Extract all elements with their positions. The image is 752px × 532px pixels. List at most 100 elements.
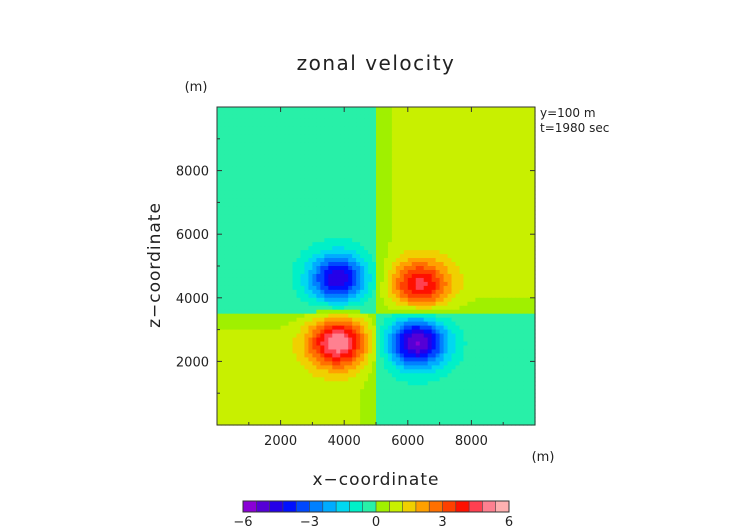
heatmap-cell [455, 230, 461, 235]
heatmap-cell [280, 214, 286, 219]
heatmap-cell [391, 190, 397, 196]
heatmap-cell [427, 289, 433, 295]
heatmap-cell [491, 110, 496, 116]
heatmap-cell [236, 118, 242, 124]
heatmap-cell [419, 154, 425, 160]
heatmap-cell [491, 349, 496, 355]
heatmap-cell [527, 269, 532, 275]
heatmap-cell [292, 293, 298, 299]
heatmap-cell [491, 130, 496, 136]
heatmap-cell [499, 269, 504, 275]
heatmap-cell [411, 238, 417, 243]
heatmap-cell [447, 122, 453, 128]
heatmap-cell [252, 281, 258, 287]
heatmap-cell [284, 345, 290, 351]
heatmap-cell [487, 210, 492, 215]
heatmap-cell [364, 301, 369, 307]
heatmap-cell [360, 166, 365, 172]
heatmap-cell [332, 134, 337, 140]
heatmap-cell [344, 329, 349, 335]
heatmap-cell [427, 166, 433, 172]
heatmap-cell [515, 269, 520, 275]
heatmap-cell [360, 258, 365, 263]
heatmap-cell [232, 341, 238, 347]
heatmap-cell [272, 210, 278, 215]
heatmap-cell [435, 345, 441, 351]
heatmap-cell [479, 321, 484, 327]
heatmap-cell [523, 198, 528, 204]
heatmap-cell [483, 162, 488, 168]
heatmap-cell [340, 285, 345, 291]
heatmap-cell [348, 146, 353, 152]
heatmap-cell [356, 134, 361, 140]
heatmap-cell [324, 134, 329, 140]
heatmap-cell [272, 269, 278, 275]
heatmap-cell [316, 313, 321, 319]
heatmap-cell [276, 254, 282, 259]
heatmap-cell [475, 317, 480, 323]
heatmap-cell [304, 353, 310, 359]
heatmap-cell [495, 250, 500, 255]
heatmap-cell [411, 329, 417, 335]
heatmap-cell [240, 210, 246, 215]
heatmap-cell [276, 166, 282, 172]
heatmap-cell [475, 226, 480, 231]
heatmap-cell [256, 226, 262, 231]
heatmap-cell [316, 146, 321, 152]
heatmap-cell [443, 238, 449, 243]
heatmap-cell [503, 146, 508, 152]
heatmap-cell [217, 305, 222, 311]
heatmap-cell [399, 134, 405, 140]
heatmap-cell [324, 126, 329, 132]
heatmap-cell [356, 210, 361, 215]
heatmap-cell [471, 114, 476, 120]
heatmap-cell [379, 186, 385, 192]
heatmap-cell [368, 158, 373, 164]
heatmap-cell [224, 345, 230, 351]
heatmap-cell [479, 146, 484, 152]
heatmap-cell [447, 222, 453, 227]
heatmap-cell [519, 107, 524, 112]
heatmap-cell [240, 313, 246, 319]
heatmap-cell [268, 230, 274, 235]
heatmap-cell [527, 293, 532, 299]
heatmap-cell [391, 333, 397, 339]
heatmap-cell [224, 266, 230, 271]
heatmap-cell [383, 325, 389, 331]
heatmap-cell [379, 345, 385, 351]
heatmap-cell [288, 170, 294, 176]
heatmap-cell [499, 266, 504, 271]
heatmap-cell [403, 107, 409, 112]
heatmap-cell [467, 317, 473, 323]
heatmap-cell [379, 297, 385, 303]
heatmap-cell [280, 329, 286, 335]
heatmap-cell [264, 178, 270, 184]
heatmap-cell [348, 126, 353, 132]
heatmap-cell [403, 262, 409, 267]
heatmap-cell [407, 118, 413, 124]
heatmap-cell [507, 138, 512, 144]
heatmap-cell [336, 130, 341, 136]
heatmap-cell [423, 246, 429, 251]
heatmap-cell [256, 289, 262, 295]
heatmap-cell [372, 142, 377, 148]
heatmap-cell [419, 242, 425, 247]
heatmap-cell [471, 281, 476, 287]
heatmap-cell [463, 130, 469, 136]
heatmap-cell [224, 170, 230, 176]
heatmap-cell [383, 262, 389, 267]
heatmap-cell [419, 150, 425, 156]
heatmap-cell [435, 293, 441, 299]
heatmap-cell [495, 202, 500, 207]
heatmap-cell [395, 138, 401, 144]
heatmap-cell [431, 202, 437, 207]
heatmap-cell [527, 138, 532, 144]
heatmap-cell [407, 313, 413, 319]
heatmap-cell [252, 305, 258, 311]
heatmap-cell [360, 202, 365, 207]
heatmap-cell [431, 194, 437, 200]
heatmap-cell [463, 269, 469, 275]
heatmap-cell [252, 130, 258, 136]
heatmap-cell [220, 202, 226, 207]
heatmap-cell [431, 341, 437, 347]
